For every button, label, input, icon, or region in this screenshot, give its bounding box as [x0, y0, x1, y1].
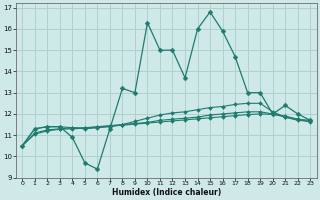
X-axis label: Humidex (Indice chaleur): Humidex (Indice chaleur) [112, 188, 221, 197]
